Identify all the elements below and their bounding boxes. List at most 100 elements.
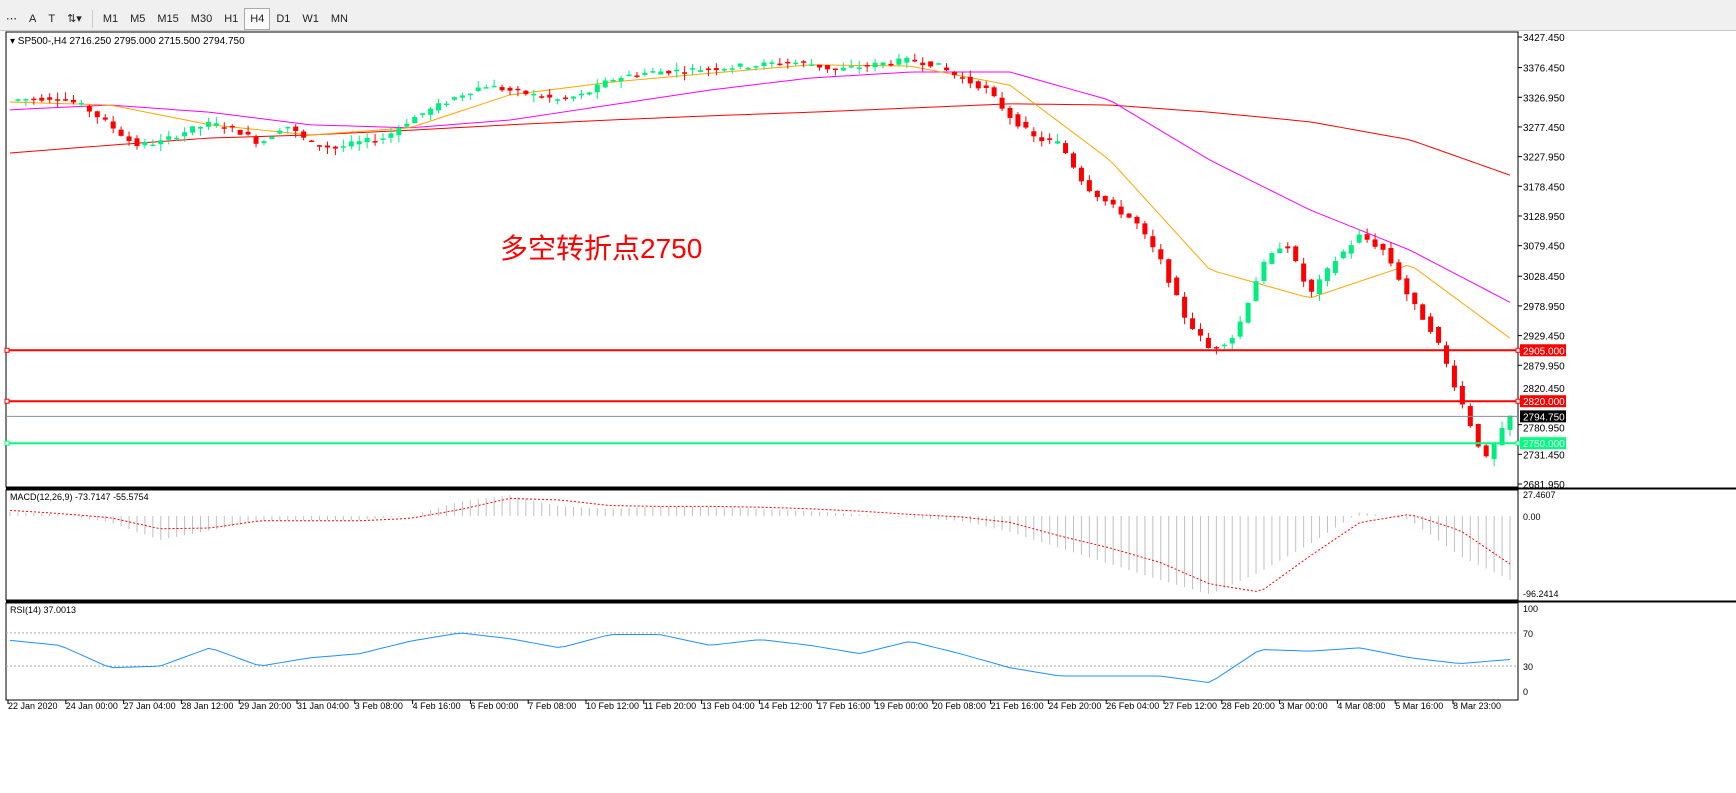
candle: [1063, 140, 1069, 155]
candle: [150, 139, 156, 147]
candle-body: [1340, 251, 1346, 259]
price-tick-label: 3427.450: [1523, 33, 1565, 44]
candle-body: [975, 81, 981, 89]
rsi-label: RSI(14) 37.0013: [10, 605, 76, 615]
candle: [1110, 196, 1116, 209]
candle-body: [737, 63, 743, 67]
candle-body: [626, 74, 632, 77]
candle-body: [142, 141, 148, 146]
moving-average-line-1: [9, 71, 1511, 303]
candle: [904, 56, 910, 68]
candle: [1118, 200, 1124, 219]
text-label-icon[interactable]: T: [48, 13, 56, 25]
text-icon[interactable]: A: [29, 13, 37, 25]
candle: [586, 91, 592, 96]
candle-body: [301, 131, 307, 138]
timeframe-m15[interactable]: M15: [157, 13, 179, 25]
candle-body: [570, 96, 576, 99]
candle: [134, 135, 140, 150]
timeframe-m1[interactable]: M1: [102, 13, 119, 25]
candle-body: [1174, 277, 1180, 296]
price-level-label: 2905.000: [1523, 346, 1565, 357]
chart-window[interactable]: 3427.450 3376.450 3326.950 3277.450 3227.950…: [0, 30, 1736, 793]
candle-body: [293, 126, 299, 132]
candle-body: [1102, 195, 1108, 202]
candle: [912, 53, 918, 63]
candle-body: [483, 87, 489, 89]
candle-body: [166, 136, 172, 140]
candle-body: [348, 141, 354, 147]
candle: [594, 79, 600, 99]
timeframe-m5[interactable]: M5: [130, 13, 146, 25]
candle: [1253, 276, 1259, 302]
candle: [769, 59, 775, 68]
candle: [801, 59, 807, 68]
timeframe-h1[interactable]: H1: [224, 13, 239, 25]
line-handle: [1515, 347, 1521, 353]
candle-body: [1475, 423, 1481, 447]
candle: [920, 57, 926, 72]
candle-body: [1142, 223, 1148, 235]
candle: [983, 81, 989, 94]
candle-body: [658, 71, 664, 75]
candle-body: [991, 87, 997, 97]
candle: [1507, 415, 1513, 437]
candle-body: [324, 145, 330, 148]
candle: [309, 139, 315, 143]
candle: [626, 70, 632, 77]
candle-body: [1110, 199, 1116, 205]
candle-body: [578, 93, 584, 96]
chart-annotation: 多空转折点2750: [500, 233, 702, 264]
bid-price-label: 2794.750: [1523, 412, 1565, 423]
candle: [237, 129, 243, 135]
candle-body: [1047, 138, 1053, 140]
time-tick-label: 17 Feb 16:00: [817, 701, 870, 711]
timeframe-w1[interactable]: W1: [302, 13, 319, 25]
timeframe-d1[interactable]: D1: [276, 13, 291, 25]
candle: [991, 85, 997, 98]
timeframe-m30[interactable]: M30: [190, 13, 213, 25]
candle-body: [1293, 246, 1299, 262]
time-tick-label: 27 Feb 12:00: [1164, 701, 1217, 711]
candle-body: [959, 77, 965, 79]
candle: [182, 127, 188, 142]
candle-body: [1237, 321, 1243, 337]
candle: [277, 127, 283, 135]
candle-body: [713, 68, 719, 71]
candle-body: [174, 137, 180, 140]
candle: [142, 138, 148, 149]
candle-body: [459, 95, 465, 98]
candle: [753, 65, 759, 71]
rsi-panel: [5, 602, 1519, 701]
candle-body: [404, 123, 410, 127]
candle: [380, 133, 386, 145]
candle: [618, 75, 624, 89]
candle: [102, 114, 108, 122]
line-handle: [1515, 440, 1521, 446]
candle: [1039, 131, 1045, 147]
timeframe-mn[interactable]: MN: [330, 13, 348, 25]
candle: [944, 63, 950, 72]
candle: [555, 98, 561, 105]
candle-body: [1158, 249, 1164, 260]
candle-body: [515, 88, 521, 91]
candle-body: [618, 78, 624, 82]
candle: [705, 66, 711, 77]
arrows-icon[interactable]: ⇅▾: [67, 13, 82, 25]
candle: [39, 94, 45, 103]
candle-body: [78, 103, 84, 105]
candle-body: [888, 63, 894, 66]
candle: [880, 61, 886, 69]
candle: [245, 125, 251, 136]
time-tick-label: 21 Feb 16:00: [991, 701, 1044, 711]
line-handle: [4, 347, 10, 353]
timeframe-h4[interactable]: H4: [244, 8, 271, 30]
candle-body: [70, 99, 76, 103]
time-tick-label: 3 Feb 08:00: [355, 701, 403, 711]
candle: [848, 59, 854, 69]
candle: [737, 62, 743, 70]
candle: [190, 126, 196, 136]
candle: [301, 129, 307, 141]
grid-f-icon[interactable]: ⋯: [6, 13, 17, 25]
candle-body: [451, 97, 457, 100]
